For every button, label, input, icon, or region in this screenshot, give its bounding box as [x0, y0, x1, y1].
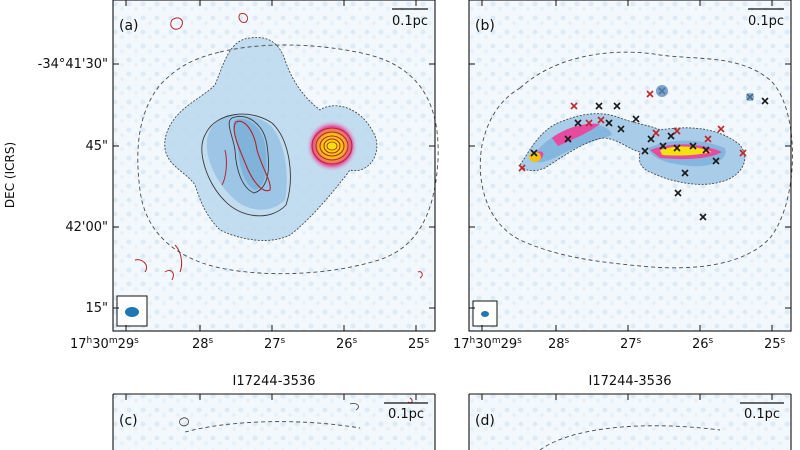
dec-tick-label: 45" — [85, 139, 108, 154]
panel-label-c: (c) — [119, 413, 138, 429]
svg-text:27s: 27s — [620, 336, 642, 352]
ra-ticks-a: 17h30m29s 28s 27s 26s 25s — [70, 336, 430, 352]
ra-unit-s: s — [565, 336, 570, 346]
ra-tick-minute: 30 — [475, 337, 492, 352]
ra-unit-s: s — [709, 336, 714, 346]
ra-unit-s: s — [209, 336, 214, 346]
ra-unit-m: m — [109, 336, 118, 346]
ra-ticks-b: 17h30m29s 28s 27s 26s 25s — [453, 336, 786, 352]
svg-text:26s: 26s — [692, 336, 714, 352]
ra-unit-s: s — [353, 336, 358, 346]
scale-bar-d: 0.1pc — [740, 402, 784, 422]
panel-label-d: (d) — [475, 413, 495, 429]
ra-tick: 28 — [548, 337, 565, 352]
ra-unit-s: s — [134, 336, 139, 346]
ra-unit-s: s — [781, 336, 786, 346]
scale-bar-label: 0.1pc — [388, 407, 424, 422]
panel-title-c: I17244-3536 — [233, 374, 316, 389]
ra-tick-second: 29 — [118, 337, 135, 352]
svg-text:27s: 27s — [264, 336, 286, 352]
ra-unit-s: s — [637, 336, 642, 346]
svg-text:25s: 25s — [408, 336, 430, 352]
svg-text:17h30m29s: 17h30m29s — [453, 336, 522, 352]
dec-tick-label: 15" — [85, 301, 108, 316]
dec-tick-label: 42'00" — [65, 220, 108, 235]
y-axis-label: DEC (ICRS) — [3, 142, 17, 208]
ra-tick-hour: 17 — [70, 337, 87, 352]
dec-tick-label: -34°41'30" — [38, 57, 108, 72]
panel-a: (a) 0.1pc — [112, 0, 439, 332]
ra-tick: 27 — [264, 337, 281, 352]
beam-ellipse-b — [481, 311, 489, 317]
ra-unit-m: m — [492, 336, 501, 346]
beam-ellipse-a — [125, 307, 139, 317]
ra-tick: 25 — [408, 337, 425, 352]
source-markers-b — [518, 85, 769, 221]
ra-tick: 28 — [192, 337, 209, 352]
scale-bar-label: 0.1pc — [744, 407, 780, 422]
ra-tick-hour: 17 — [453, 337, 470, 352]
ra-tick: 26 — [336, 337, 353, 352]
emission-peak-a — [306, 120, 358, 172]
ra-unit-s: s — [517, 336, 522, 346]
scale-bar-label: 0.1pc — [392, 14, 428, 29]
scale-bar-label: 0.1pc — [748, 14, 784, 29]
svg-text:28s: 28s — [548, 336, 570, 352]
panel-label-b: (b) — [475, 18, 495, 34]
ra-tick: 27 — [620, 337, 637, 352]
ra-tick-second: 29 — [501, 337, 518, 352]
field-boundary-a — [137, 44, 439, 275]
field-boundary-b — [479, 51, 793, 269]
panel-b: (b) 0.1pc — [468, 0, 793, 332]
svg-text:28s: 28s — [192, 336, 214, 352]
ra-tick: 26 — [692, 337, 709, 352]
svg-text:17h30m29s: 17h30m29s — [70, 336, 139, 352]
panel-c: (c) 0.1pc — [112, 393, 436, 450]
ra-unit-s: s — [425, 336, 430, 346]
svg-text:25s: 25s — [764, 336, 786, 352]
ra-tick-minute: 30 — [92, 337, 109, 352]
scale-bar-c: 0.1pc — [384, 402, 428, 422]
panel-d: (d) 0.1pc — [468, 393, 792, 450]
scale-bar-b: 0.1pc — [748, 8, 784, 29]
ra-unit-s: s — [281, 336, 286, 346]
panel-title-d: I17244-3536 — [589, 374, 672, 389]
ra-tick: 25 — [764, 337, 781, 352]
scale-bar-a: 0.1pc — [392, 8, 428, 29]
ra-unit-h: h — [470, 336, 476, 346]
ra-unit-h: h — [87, 336, 93, 346]
svg-text:26s: 26s — [336, 336, 358, 352]
panel-label-a: (a) — [119, 18, 139, 34]
